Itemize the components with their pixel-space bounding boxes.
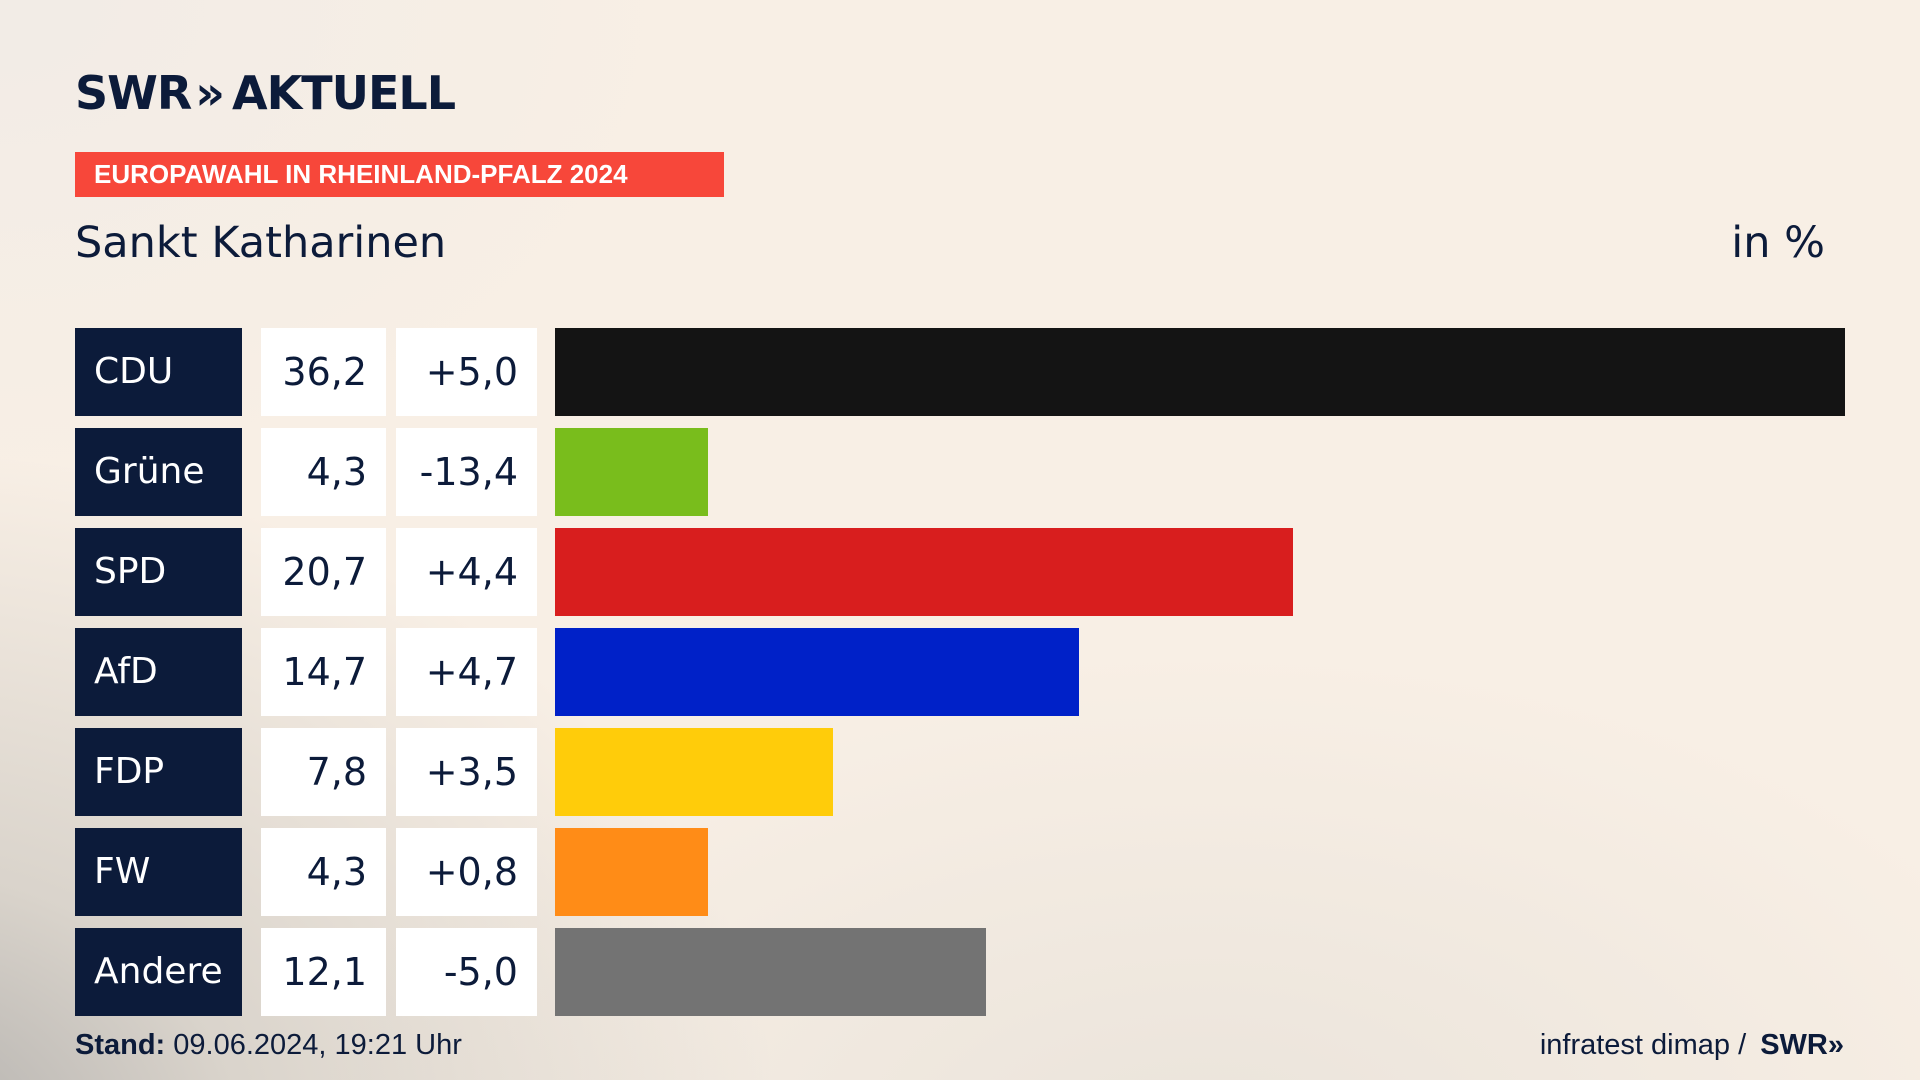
result-row: FDP 7,8 +3,5 (75, 728, 1845, 816)
vote-change-value: +4,4 (396, 528, 537, 616)
vote-change-value: -5,0 (396, 928, 537, 1016)
source-text: infratest dimap / (1539, 1029, 1755, 1061)
vote-change-value: +4,7 (396, 628, 537, 716)
vote-share-value: 7,8 (261, 728, 386, 816)
result-row: SPD 20,7 +4,4 (75, 528, 1845, 616)
stand-label: Stand: (75, 1029, 166, 1061)
logo-chevron-icon: » (195, 66, 225, 120)
vote-change-value: +3,5 (396, 728, 537, 816)
result-row: Grüne 4,3 -13,4 (75, 428, 1845, 516)
vote-share-bar (555, 628, 1079, 716)
vote-share-bar (555, 528, 1293, 616)
logo-aktuell: AKTUELL (232, 66, 456, 120)
vote-change-value: -13,4 (396, 428, 537, 516)
vote-share-bar (555, 728, 833, 816)
vote-share-bar (555, 928, 986, 1016)
result-row: AfD 14,7 +4,7 (75, 628, 1845, 716)
vote-share-value: 14,7 (261, 628, 386, 716)
vote-share-value: 4,3 (261, 428, 386, 516)
vote-share-value: 12,1 (261, 928, 386, 1016)
swr-small-logo: SWR» (1760, 1029, 1844, 1061)
party-label: FW (75, 828, 242, 916)
unit-label: in % (1731, 218, 1825, 268)
vote-share-value: 4,3 (261, 828, 386, 916)
vote-share-bar (555, 428, 708, 516)
result-row: Andere 12,1 -5,0 (75, 928, 1845, 1016)
result-row: CDU 36,2 +5,0 (75, 328, 1845, 416)
vote-change-value: +0,8 (396, 828, 537, 916)
vote-change-value: +5,0 (396, 328, 537, 416)
page-title: Sankt Katharinen (75, 218, 447, 268)
vote-share-value: 20,7 (261, 528, 386, 616)
party-label: CDU (75, 328, 242, 416)
election-tag: EUROPAWAHL IN RHEINLAND-PFALZ 2024 (75, 152, 724, 197)
timestamp: Stand: 09.06.2024, 19:21 Uhr (75, 1029, 462, 1062)
source-credit: infratest dimap / SWR» (1540, 1029, 1844, 1062)
party-label: AfD (75, 628, 242, 716)
party-label: Andere (75, 928, 242, 1016)
vote-share-value: 36,2 (261, 328, 386, 416)
vote-share-bar (555, 828, 708, 916)
logo-swr: SWR (75, 66, 192, 120)
party-label: FDP (75, 728, 242, 816)
stand-value: 09.06.2024, 19:21 Uhr (165, 1029, 462, 1061)
party-label: SPD (75, 528, 242, 616)
result-row: FW 4,3 +0,8 (75, 828, 1845, 916)
swr-aktuell-logo: SWR » AKTUELL (75, 66, 456, 120)
vote-share-bar (555, 328, 1845, 416)
party-label: Grüne (75, 428, 242, 516)
